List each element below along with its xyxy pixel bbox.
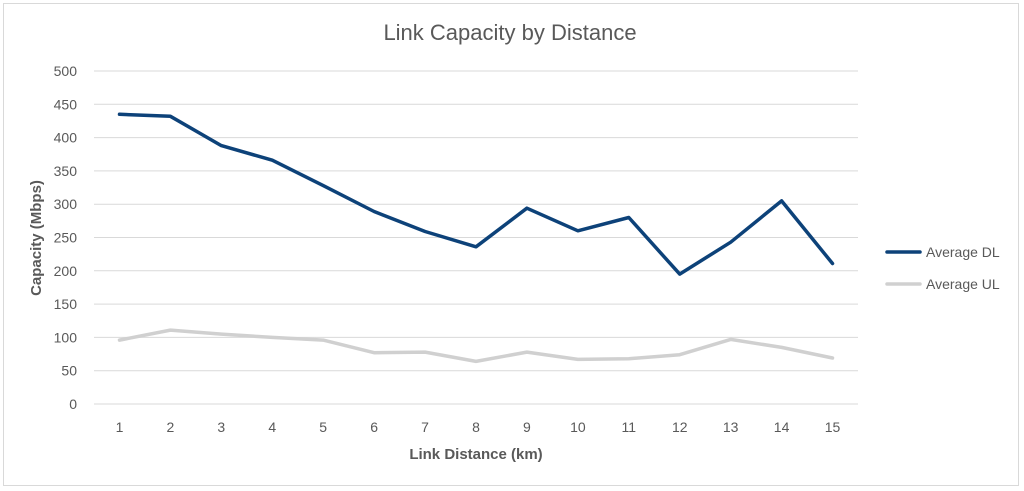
x-tick-label: 12 — [672, 419, 688, 435]
chart-title: Link Capacity by Distance — [383, 20, 636, 45]
x-tick-label: 5 — [319, 419, 327, 435]
x-tick-label: 9 — [523, 419, 531, 435]
x-tick-label: 8 — [472, 419, 480, 435]
y-tick-label: 250 — [54, 230, 78, 246]
x-tick-label: 2 — [167, 419, 175, 435]
y-axis-label: Capacity (Mbps) — [28, 180, 45, 296]
x-tick-label: 10 — [570, 419, 586, 435]
x-tick-label: 15 — [825, 419, 841, 435]
y-tick-label: 400 — [54, 130, 78, 146]
y-tick-label: 450 — [54, 96, 78, 112]
chart-frame — [3, 3, 1019, 486]
x-tick-label: 1 — [116, 419, 124, 435]
y-tick-label: 100 — [54, 329, 78, 345]
x-tick-label: 6 — [370, 419, 378, 435]
x-tick-label: 13 — [723, 419, 739, 435]
legend: Average DL Average UL — [885, 244, 1000, 292]
x-tick-label: 7 — [421, 419, 429, 435]
x-tick-label: 3 — [217, 419, 225, 435]
y-tick-label: 200 — [54, 263, 78, 279]
y-tick-label: 300 — [54, 196, 78, 212]
legend-label: Average UL — [926, 276, 1000, 292]
y-tick-label: 150 — [54, 296, 78, 312]
legend-label: Average DL — [926, 244, 1000, 260]
y-tick-label: 350 — [54, 163, 78, 179]
x-axis-ticks: 1 2 3 4 5 6 7 8 9 10 11 12 13 14 15 — [116, 419, 841, 435]
y-axis-ticks: 0 50 100 150 200 250 300 350 400 450 500 — [54, 63, 78, 412]
x-axis-label: Link Distance (km) — [409, 446, 542, 463]
y-tick-label: 500 — [54, 63, 78, 79]
x-tick-label: 11 — [622, 419, 637, 435]
series-line-average-dl — [117, 112, 835, 276]
x-tick-label: 4 — [268, 419, 276, 435]
y-tick-label: 50 — [61, 363, 77, 379]
gridlines — [94, 70, 858, 405]
x-tick-label: 14 — [774, 419, 790, 435]
series-lines — [117, 112, 835, 364]
series-line-average-ul — [117, 328, 835, 364]
y-tick-label: 0 — [69, 396, 77, 412]
